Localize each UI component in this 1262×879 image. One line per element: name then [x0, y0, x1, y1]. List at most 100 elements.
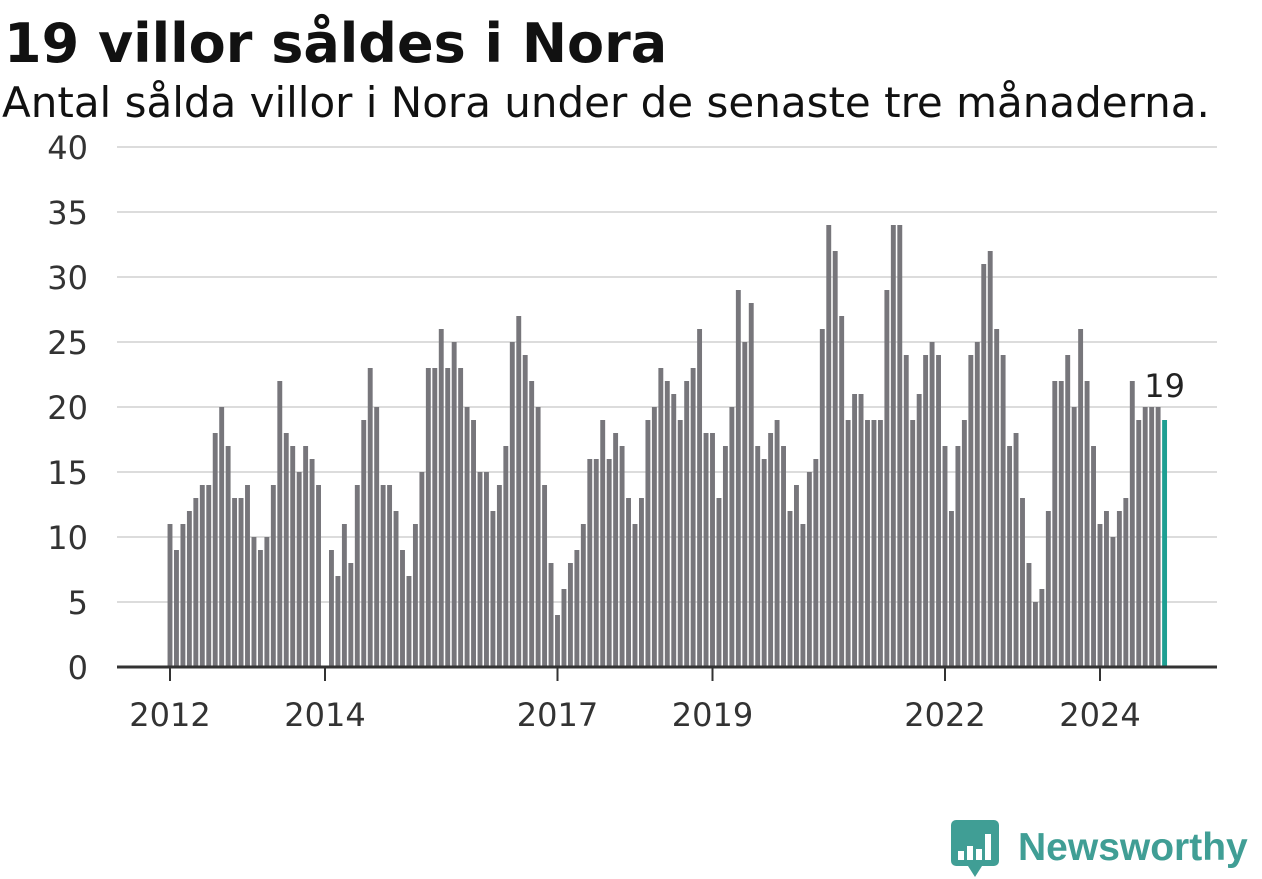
bar-2021-03 [877, 420, 883, 667]
bar-2013-11 [309, 459, 315, 667]
bar-2019-05 [735, 290, 741, 667]
bar-2018-10 [690, 368, 696, 667]
bar-2018-07 [671, 394, 677, 667]
y-tick-label: 0 [68, 649, 88, 687]
bar-2016-03 [490, 511, 496, 667]
bar-2016-01 [477, 472, 483, 667]
bar-2015-12 [471, 420, 476, 667]
bar-2014-10 [380, 485, 386, 667]
bar-2015-03 [412, 524, 418, 667]
x-axis-labels: 2012 2014 2017 2019 2022 2024 [129, 696, 1140, 734]
bar-2024-07 [1136, 420, 1142, 667]
bar-2018-09 [684, 381, 690, 667]
bar-2013-12 [316, 485, 321, 667]
bar-2015-11 [464, 407, 470, 667]
bar-2023-10 [1078, 329, 1084, 667]
bar-2020-11 [852, 394, 858, 667]
bar-2021-11 [929, 342, 935, 667]
bar-2022-07 [981, 264, 987, 667]
bar-2020-12 [858, 394, 864, 667]
bar-2019-12 [781, 446, 786, 667]
bar-2020-06 [819, 329, 825, 667]
logo-bar [958, 851, 964, 860]
bar-2020-05 [813, 459, 819, 667]
bar-2016-12 [548, 563, 554, 667]
bar-2017-09 [606, 459, 612, 667]
bar-2018-04 [651, 407, 657, 667]
x-tick-label: 2012 [129, 696, 210, 734]
bar-2019-10 [768, 433, 774, 667]
bar-2023-06 [1052, 381, 1058, 667]
bar-2012-03 [180, 524, 186, 667]
y-tick-label: 25 [47, 324, 88, 362]
bar-2012-09 [219, 407, 225, 667]
bar-2017-04 [574, 550, 580, 667]
y-tick-label: 40 [47, 129, 88, 167]
bar-2020-09 [839, 316, 845, 667]
bar-2019-02 [716, 498, 722, 667]
bar-2019-08 [755, 446, 761, 667]
logo-text: Newsworthy [1018, 826, 1248, 869]
y-axis-labels: 0 5 10 15 20 25 30 35 40 [47, 129, 88, 687]
bar-2020-08 [832, 251, 838, 667]
bar-2015-07 [438, 329, 444, 667]
bar-2015-04 [419, 472, 425, 667]
bar-2020-10 [845, 420, 851, 667]
bar-2012-07 [206, 485, 212, 667]
bar-2017-07 [593, 459, 599, 667]
bar-2022-01 [942, 446, 948, 667]
bar-2022-04 [961, 420, 967, 667]
bar-2022-05 [968, 355, 974, 667]
bar-2013-10 [303, 446, 309, 667]
bar-2018-01 [632, 524, 638, 667]
bar-2022-06 [974, 342, 980, 667]
bar-2017-01 [555, 615, 560, 667]
bar-2023-12 [1091, 446, 1096, 667]
bar-2016-07 [516, 316, 522, 667]
y-tick-label: 10 [47, 519, 88, 557]
x-tick-label: 2022 [904, 696, 985, 734]
bar-2022-02 [949, 511, 954, 667]
bar-2018-02 [639, 498, 644, 667]
bar-2022-03 [955, 446, 961, 667]
bar-2024-02 [1104, 511, 1109, 667]
bar-2017-08 [600, 420, 606, 667]
bar-2018-11 [697, 329, 703, 667]
bar-2018-05 [658, 368, 664, 667]
bar-2013-02 [251, 537, 257, 667]
bar-2023-01 [1020, 498, 1025, 667]
bar-2024-09 [1149, 407, 1155, 667]
bar-2015-09 [451, 342, 457, 667]
bar-2018-06 [664, 381, 670, 667]
bar-2016-08 [522, 355, 528, 667]
newsworthy-logo-icon [951, 820, 999, 877]
bar-2016-09 [529, 381, 535, 667]
bar-2023-08 [1065, 355, 1071, 667]
bar-2021-09 [916, 394, 922, 667]
bar-2014-12 [393, 511, 399, 667]
bar-2014-04 [341, 524, 347, 667]
bar-2019-06 [742, 342, 748, 667]
bar-2014-06 [354, 485, 360, 667]
bar-2023-05 [1045, 511, 1051, 667]
bar-2017-05 [580, 524, 586, 667]
bar-2016-02 [484, 472, 489, 667]
latest-value-label: 19 [1144, 367, 1185, 405]
bar-2020-02 [794, 485, 799, 667]
x-tick-label: 2024 [1059, 696, 1140, 734]
bar-2012-10 [225, 446, 231, 667]
bar-2016-10 [535, 407, 541, 667]
y-tick-label: 35 [47, 194, 88, 232]
bar-2012-04 [186, 511, 192, 667]
bar-2024-01 [1097, 524, 1103, 667]
bar-2017-11 [619, 446, 625, 667]
bar-2022-11 [1007, 446, 1013, 667]
bar-2013-08 [290, 446, 296, 667]
bar-2020-01 [787, 511, 793, 667]
bar-2014-08 [367, 368, 373, 667]
bar-2014-03 [335, 576, 341, 667]
bar-2024-08 [1142, 407, 1148, 667]
bar-2016-06 [509, 342, 515, 667]
bar-2022-09 [994, 329, 1000, 667]
bar-2019-04 [729, 407, 735, 667]
